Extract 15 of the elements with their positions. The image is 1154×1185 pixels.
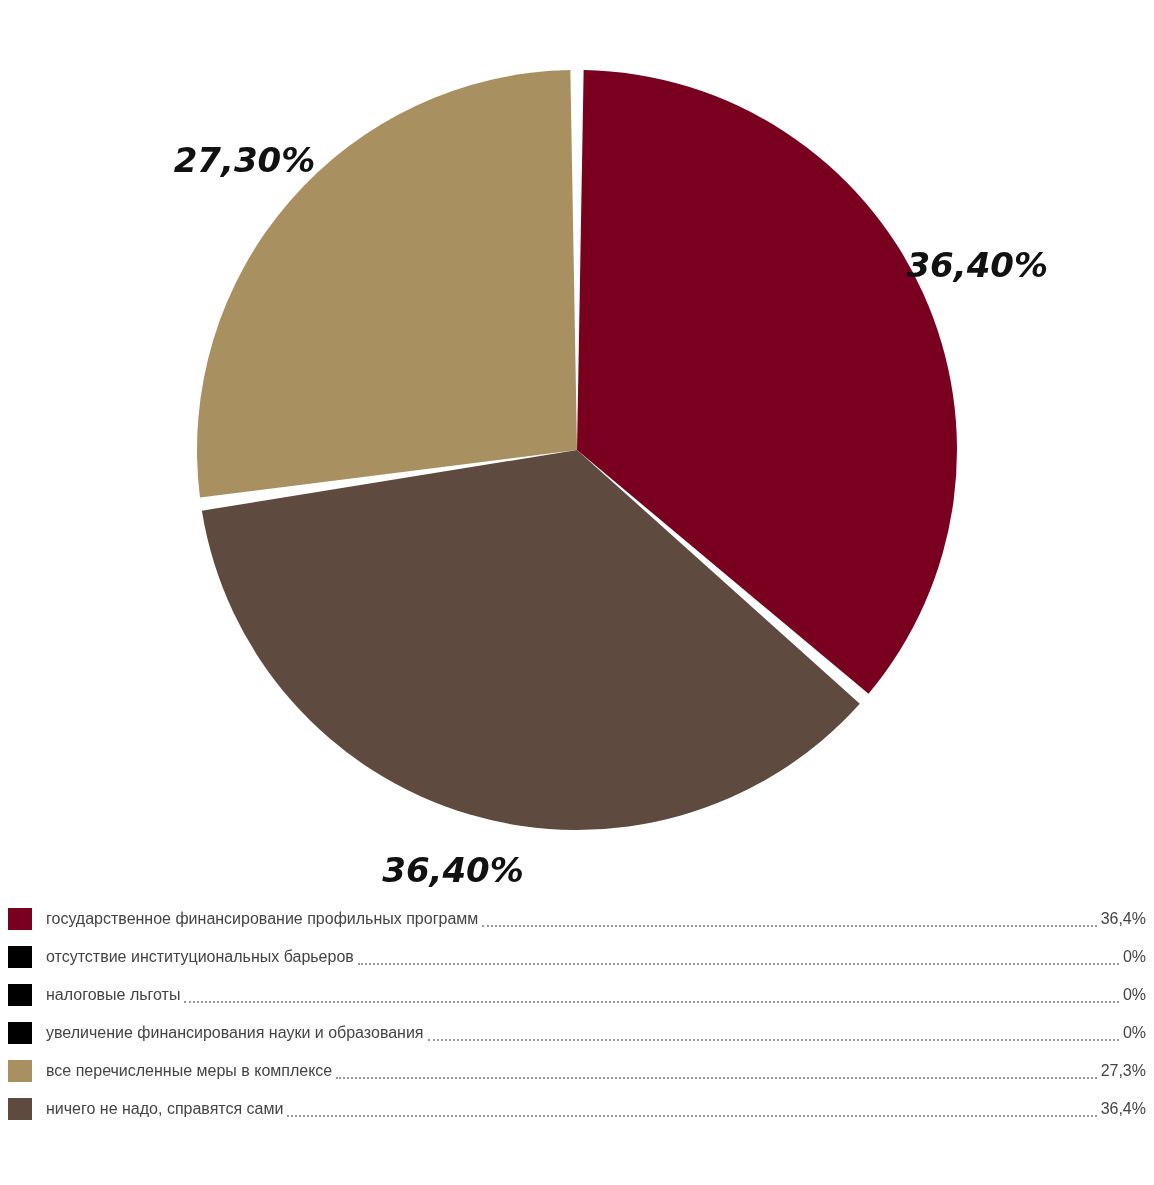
legend-label: все перечисленные меры в комплексе: [46, 1062, 333, 1080]
legend-label: государственное финансирование профильных программ: [46, 910, 479, 928]
legend-label: отсутствие институциональных барьеров: [46, 948, 354, 966]
legend-label: налоговые льготы: [46, 986, 181, 1004]
text: 0%: [1122, 986, 1146, 1004]
text: 27,3%: [1100, 1062, 1146, 1080]
text: 36,4%: [1100, 910, 1146, 928]
text: 36,4%: [1100, 1100, 1146, 1118]
data-label: 27,30%: [173, 139, 316, 180]
text: 0%: [1122, 948, 1146, 966]
text: 0%: [1122, 1024, 1146, 1042]
data-label: 36,40%: [382, 850, 524, 891]
data-label: 36,40%: [906, 245, 1049, 286]
legend-label: увеличение финансирования науки и образования: [46, 1024, 424, 1042]
legend-label: ничего не надо, справятся сами: [46, 1100, 284, 1118]
